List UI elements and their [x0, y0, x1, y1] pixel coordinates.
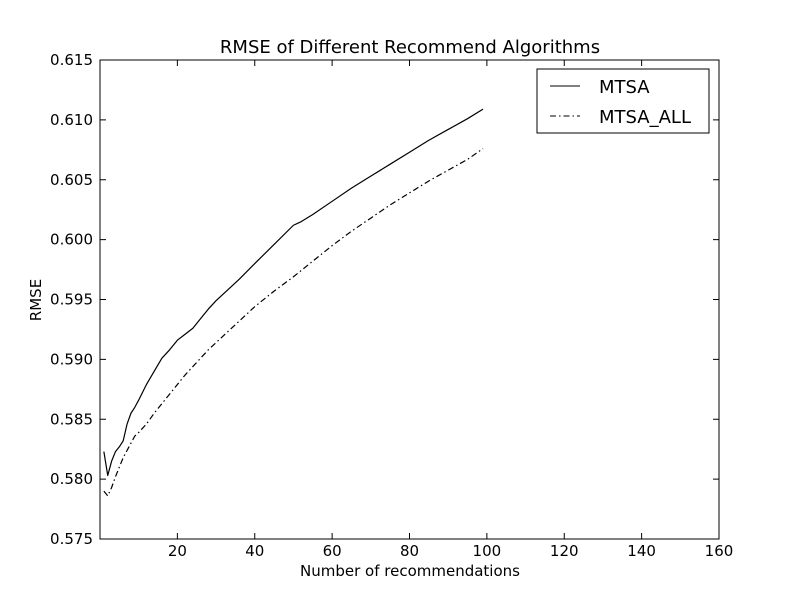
chart-title: RMSE of Different Recommend Algorithms: [220, 37, 600, 58]
y-tick-label: 0.595: [50, 291, 93, 309]
y-tick-label: 0.590: [50, 350, 93, 368]
series-line-mtsa: [103, 108, 484, 477]
legend-label-mtsa: MTSA: [599, 77, 650, 98]
plot-frame: [99, 59, 720, 540]
y-tick-label: 0.575: [50, 530, 93, 548]
x-tick-label: 140: [627, 542, 656, 560]
y-tick-label: 0.580: [50, 470, 93, 488]
y-tick-label: 0.610: [50, 111, 93, 129]
y-axis-label: RMSE: [27, 279, 45, 321]
x-tick-label: 60: [323, 542, 342, 560]
x-tick-label: 120: [550, 542, 579, 560]
x-tick-label: 40: [245, 542, 264, 560]
x-axis-tick-labels: 20 40 60 80 100 120 140 160: [168, 542, 733, 560]
x-tick-label: 20: [168, 542, 187, 560]
series-layer: [103, 108, 484, 497]
legend: MTSA MTSA_ALL: [536, 68, 710, 134]
y-tick-label: 0.585: [50, 410, 93, 428]
x-tick-label: 80: [400, 542, 419, 560]
y-tick-label: 0.615: [50, 51, 93, 69]
y-axis-tick-labels: 0.575 0.580 0.585 0.590 0.595 0.600 0.605 0.610…: [50, 51, 93, 548]
legend-box: [536, 68, 710, 134]
legend-label-mtsa-all: MTSA_ALL: [599, 107, 691, 128]
axis-ticks: [100, 59, 720, 540]
x-axis-label: Number of recommendations: [300, 562, 520, 580]
plot-area: [99, 59, 720, 540]
x-tick-label: 100: [473, 542, 502, 560]
x-tick-label: 160: [705, 542, 734, 560]
y-tick-label: 0.605: [50, 171, 93, 189]
y-tick-label: 0.600: [50, 231, 93, 249]
